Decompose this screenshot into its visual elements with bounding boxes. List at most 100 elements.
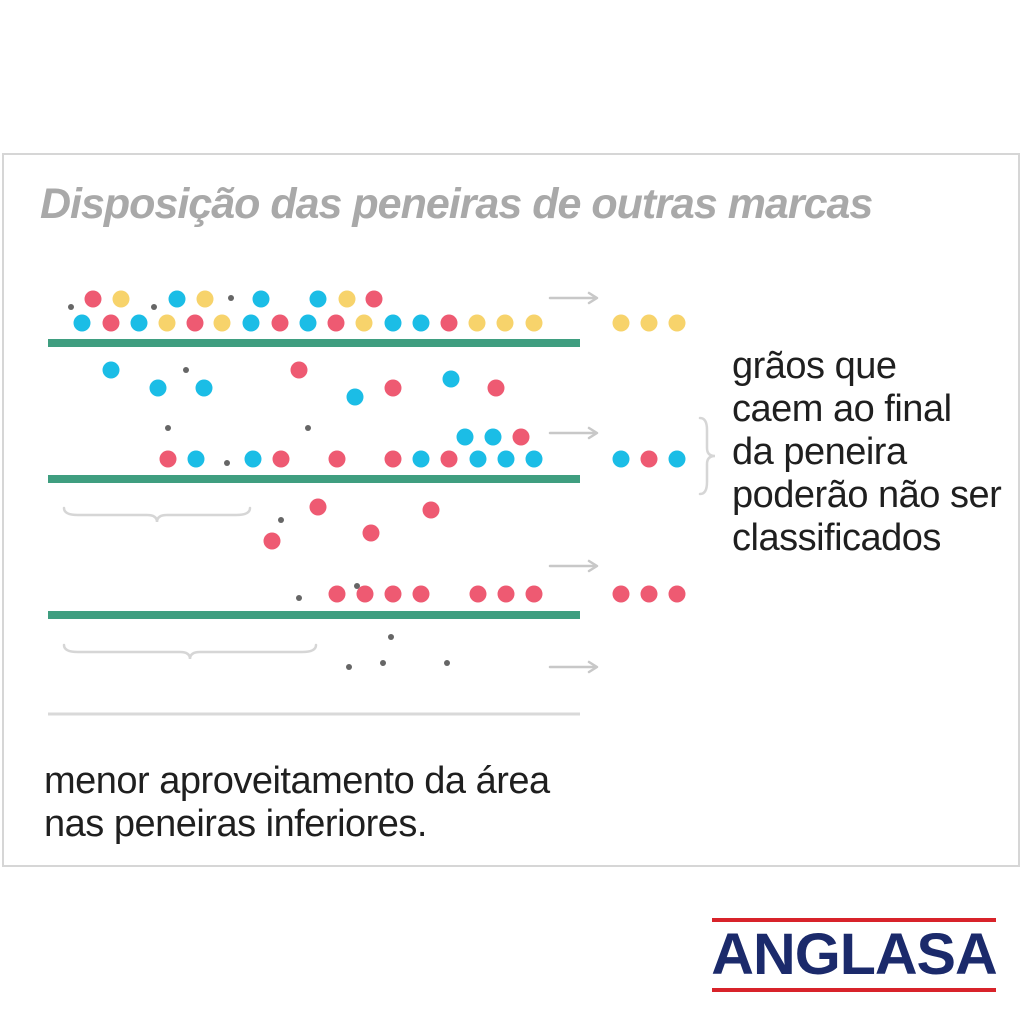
grain-red (422, 501, 440, 519)
impurity-dot (278, 517, 284, 523)
grain-yellow (196, 290, 214, 308)
side-note-line: grãos que (732, 345, 897, 387)
side-note-line: poderão não ser (732, 474, 1002, 516)
brace-icon (698, 416, 716, 496)
grain-red (102, 314, 120, 332)
sieve-layers (48, 339, 580, 716)
grain-blue (73, 314, 91, 332)
braces (62, 416, 716, 660)
grain-yellow (640, 314, 658, 332)
grain-yellow (525, 314, 543, 332)
impurity-dot (165, 425, 171, 431)
grain-dots (68, 290, 686, 670)
grain-red (412, 585, 430, 603)
impurity-dot (380, 660, 386, 666)
impurity-dot (151, 304, 157, 310)
diagram-title: Disposição das peneiras de outras marcas (40, 180, 873, 228)
grain-red (186, 314, 204, 332)
brace-icon (62, 643, 318, 660)
grain-blue (309, 290, 327, 308)
logo-text: ANGLASA (711, 922, 997, 987)
grain-yellow (213, 314, 231, 332)
impurity-dot (346, 664, 352, 670)
sieve-1 (48, 339, 580, 347)
grain-red (384, 379, 402, 397)
grain-red (263, 532, 281, 550)
grain-blue (130, 314, 148, 332)
grain-red (309, 498, 327, 516)
grain-blue (346, 388, 364, 406)
grain-red (440, 314, 458, 332)
collector-line (48, 712, 580, 716)
grain-red (668, 585, 686, 603)
grain-red (328, 585, 346, 603)
anglasa-logo: ANGLASA (711, 918, 998, 992)
impurity-dot (228, 295, 234, 301)
impurity-dot (183, 367, 189, 373)
grain-yellow (612, 314, 630, 332)
bottom-note-line: nas peneiras inferiores. (44, 803, 427, 845)
grain-blue (102, 361, 120, 379)
logo-top-bar (712, 918, 996, 922)
grain-blue (187, 450, 205, 468)
grain-red (84, 290, 102, 308)
grain-blue (384, 314, 402, 332)
grain-red (525, 585, 543, 603)
sieve-2 (48, 475, 580, 483)
grain-yellow (158, 314, 176, 332)
grain-red (271, 314, 289, 332)
impurity-dot (68, 304, 74, 310)
impurity-dot (305, 425, 311, 431)
grain-blue (412, 314, 430, 332)
grain-yellow (355, 314, 373, 332)
grain-red (512, 428, 530, 446)
grain-yellow (112, 290, 130, 308)
diagram-frame (2, 153, 1020, 867)
grain-red (272, 450, 290, 468)
grain-blue (469, 450, 487, 468)
impurity-dot (224, 460, 230, 466)
side-note-line: da peneira (732, 431, 907, 473)
impurity-dot (444, 660, 450, 666)
side-note-line: classificados (732, 517, 941, 559)
impurity-dot (296, 595, 302, 601)
grain-blue (668, 450, 686, 468)
bottom-note-line: menor aproveitamento da área (44, 760, 550, 802)
grain-red (384, 585, 402, 603)
arrow-right-icon (548, 291, 599, 305)
grain-blue (497, 450, 515, 468)
bottom-note: menor aproveitamento da área nas peneira… (44, 760, 550, 846)
grain-blue (525, 450, 543, 468)
grain-red (362, 524, 380, 542)
impurity-dot (354, 583, 360, 589)
grain-red (640, 450, 658, 468)
grain-red (290, 361, 308, 379)
arrow-right-icon (548, 660, 599, 674)
grain-red (469, 585, 487, 603)
grain-yellow (468, 314, 486, 332)
grain-blue (242, 314, 260, 332)
grain-yellow (338, 290, 356, 308)
grain-blue (299, 314, 317, 332)
grain-blue (456, 428, 474, 446)
grain-red (328, 450, 346, 468)
side-note: grãos que caem ao final da peneira poder… (732, 345, 1002, 560)
side-note-line: caem ao final (732, 388, 952, 430)
grain-red (327, 314, 345, 332)
grain-red (487, 379, 505, 397)
grain-blue (149, 379, 167, 397)
grain-red (640, 585, 658, 603)
grain-red (612, 585, 630, 603)
grain-blue (195, 379, 213, 397)
grain-blue (412, 450, 430, 468)
grain-blue (612, 450, 630, 468)
grain-yellow (668, 314, 686, 332)
sieve-3 (48, 611, 580, 619)
exit-arrows (548, 291, 599, 674)
arrow-right-icon (548, 559, 599, 573)
impurity-dot (388, 634, 394, 640)
grain-red (365, 290, 383, 308)
grain-blue (484, 428, 502, 446)
grain-blue (244, 450, 262, 468)
